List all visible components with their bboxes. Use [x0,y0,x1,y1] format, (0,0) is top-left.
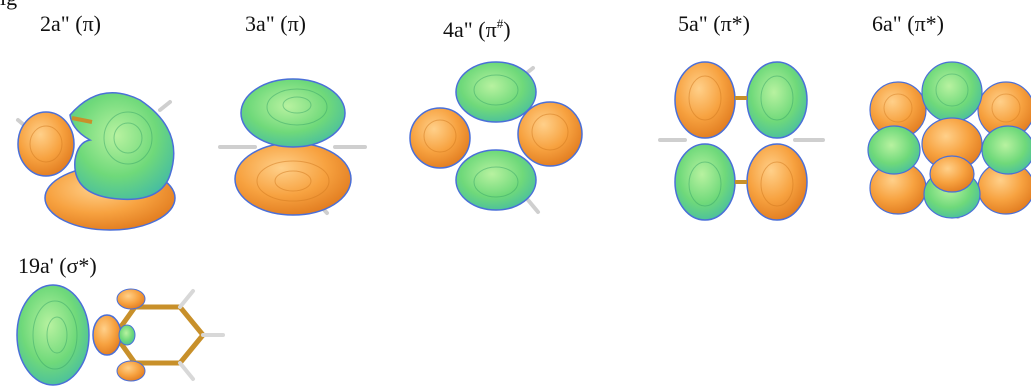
orbital-5a-image [658,61,825,221]
orbital-19a-image [16,284,225,386]
label-2a: 2a" (π) [40,11,102,36]
label-19a: 19a' (σ*) [18,253,97,278]
header-fragment: ig [0,0,17,10]
label-3a: 3a" (π) [245,11,307,36]
label-4a: 4a" (π#) [443,16,511,42]
orbital-6a-image [867,61,1031,219]
orbital-4a-image [409,61,583,214]
label-6a: 6a" (π*) [872,11,945,36]
label-5a: 5a" (π*) [678,11,751,36]
orbital-3a-image [218,78,367,216]
orbital-2a-image [16,92,176,231]
